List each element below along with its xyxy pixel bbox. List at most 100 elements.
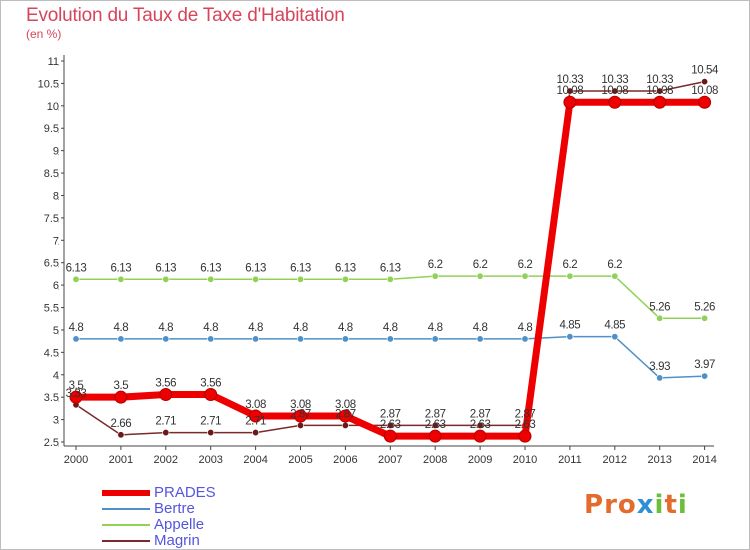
chart-subtitle: (en %) [26, 27, 62, 41]
data-label-appelle: 6.13 [200, 262, 221, 274]
point-magrin [566, 87, 574, 95]
point-prades [383, 429, 397, 443]
x-tick-label: 2007 [378, 454, 402, 466]
x-tick-label: 2012 [603, 454, 627, 466]
data-label-bertre: 4.8 [518, 322, 533, 334]
data-label-magrin: 3.33 [66, 388, 87, 400]
point-magrin [656, 87, 664, 95]
point-bertre [207, 335, 215, 343]
point-magrin [162, 429, 170, 437]
data-label-prades: 2.63 [470, 419, 491, 431]
y-tick-label: 3.5 [44, 392, 59, 404]
data-label-prades: 3.08 [335, 399, 356, 411]
point-magrin [252, 429, 260, 437]
point-prades [249, 409, 263, 423]
data-label-appelle: 6.13 [245, 262, 266, 274]
legend-item-magrin: Magrin [102, 532, 262, 549]
data-label-magrin: 10.33 [601, 74, 628, 86]
x-tick-label: 2010 [513, 454, 537, 466]
data-label-prades: 3.5 [114, 380, 129, 392]
data-label-prades: 10.08 [601, 85, 628, 97]
data-label-appelle: 6.13 [66, 262, 87, 274]
legend-item-bertre: Bertre [102, 500, 262, 517]
point-bertre [701, 372, 709, 380]
point-bertre [117, 335, 125, 343]
legend-swatch-magrin [102, 540, 150, 542]
point-magrin [341, 421, 349, 429]
y-tick-label: 7 [53, 235, 59, 247]
data-label-bertre: 4.8 [428, 322, 443, 334]
point-bertre [656, 374, 664, 382]
data-label-bertre: 4.8 [114, 322, 129, 334]
legend-swatch-bertre [102, 508, 150, 510]
data-label-appelle: 6.13 [290, 262, 311, 274]
x-tick-label: 2001 [109, 454, 133, 466]
data-label-magrin: 2.87 [425, 408, 446, 420]
point-appelle [656, 314, 664, 322]
data-label-appelle: 6.13 [155, 262, 176, 274]
point-bertre [476, 335, 484, 343]
y-tick-label: 2.5 [44, 437, 59, 449]
point-prades [338, 409, 352, 423]
y-tick-label: 10.5 [38, 78, 59, 90]
y-tick-label: 7.5 [44, 213, 59, 225]
point-magrin [296, 421, 304, 429]
legend-label-bertre: Bertre [154, 500, 195, 517]
data-label-magrin: 10.33 [557, 74, 584, 86]
y-tick-label: 6.5 [44, 258, 59, 270]
data-label-magrin: 2.87 [335, 408, 356, 420]
point-appelle [72, 275, 80, 283]
data-label-appelle: 5.26 [649, 301, 670, 313]
point-magrin [611, 87, 619, 95]
point-bertre [386, 335, 394, 343]
point-bertre [431, 335, 439, 343]
point-appelle [207, 275, 215, 283]
data-label-bertre: 4.85 [560, 320, 581, 332]
data-label-prades: 2.63 [380, 419, 401, 431]
point-prades [428, 429, 442, 443]
legend-swatch-prades [102, 490, 150, 496]
x-tick-label: 2014 [692, 454, 716, 466]
y-tick-label: 4.5 [44, 347, 59, 359]
data-label-magrin: 10.33 [646, 74, 673, 86]
point-appelle [386, 275, 394, 283]
data-label-bertre: 4.85 [604, 320, 625, 332]
y-tick-label: 9 [53, 146, 59, 158]
point-bertre [611, 333, 619, 341]
point-appelle [476, 272, 484, 280]
data-label-bertre: 4.8 [248, 322, 263, 334]
point-appelle [611, 272, 619, 280]
data-label-bertre: 3.97 [694, 359, 715, 371]
point-bertre [566, 333, 574, 341]
point-prades [159, 387, 173, 401]
point-magrin [207, 429, 215, 437]
x-tick-label: 2013 [647, 454, 671, 466]
point-prades [653, 95, 667, 109]
point-bertre [296, 335, 304, 343]
data-label-magrin: 2.87 [470, 408, 491, 420]
point-appelle [341, 275, 349, 283]
y-tick-label: 11 [48, 56, 59, 68]
data-label-appelle: 5.26 [694, 301, 715, 313]
point-prades [294, 409, 307, 423]
y-tick-label: 9.5 [44, 123, 59, 135]
point-appelle [521, 272, 529, 280]
y-tick-label: 10 [47, 101, 59, 113]
data-label-prades: 3.5 [69, 380, 84, 392]
series-line-bertre [75, 335, 706, 379]
data-label-prades: 3.08 [245, 399, 266, 411]
point-magrin [386, 421, 394, 429]
point-appelle [431, 272, 439, 280]
point-magrin [117, 431, 125, 439]
chart-title: Evolution du Taux de Taxe d'Habitation [26, 5, 345, 26]
y-tick-label: 5.5 [44, 303, 59, 315]
point-magrin [431, 421, 439, 429]
point-prades [608, 95, 622, 109]
data-label-magrin: 2.71 [200, 416, 221, 428]
data-label-prades: 10.08 [691, 85, 718, 97]
point-prades [518, 429, 532, 443]
point-bertre [72, 335, 80, 343]
point-appelle [117, 275, 125, 283]
point-appelle [566, 272, 574, 280]
